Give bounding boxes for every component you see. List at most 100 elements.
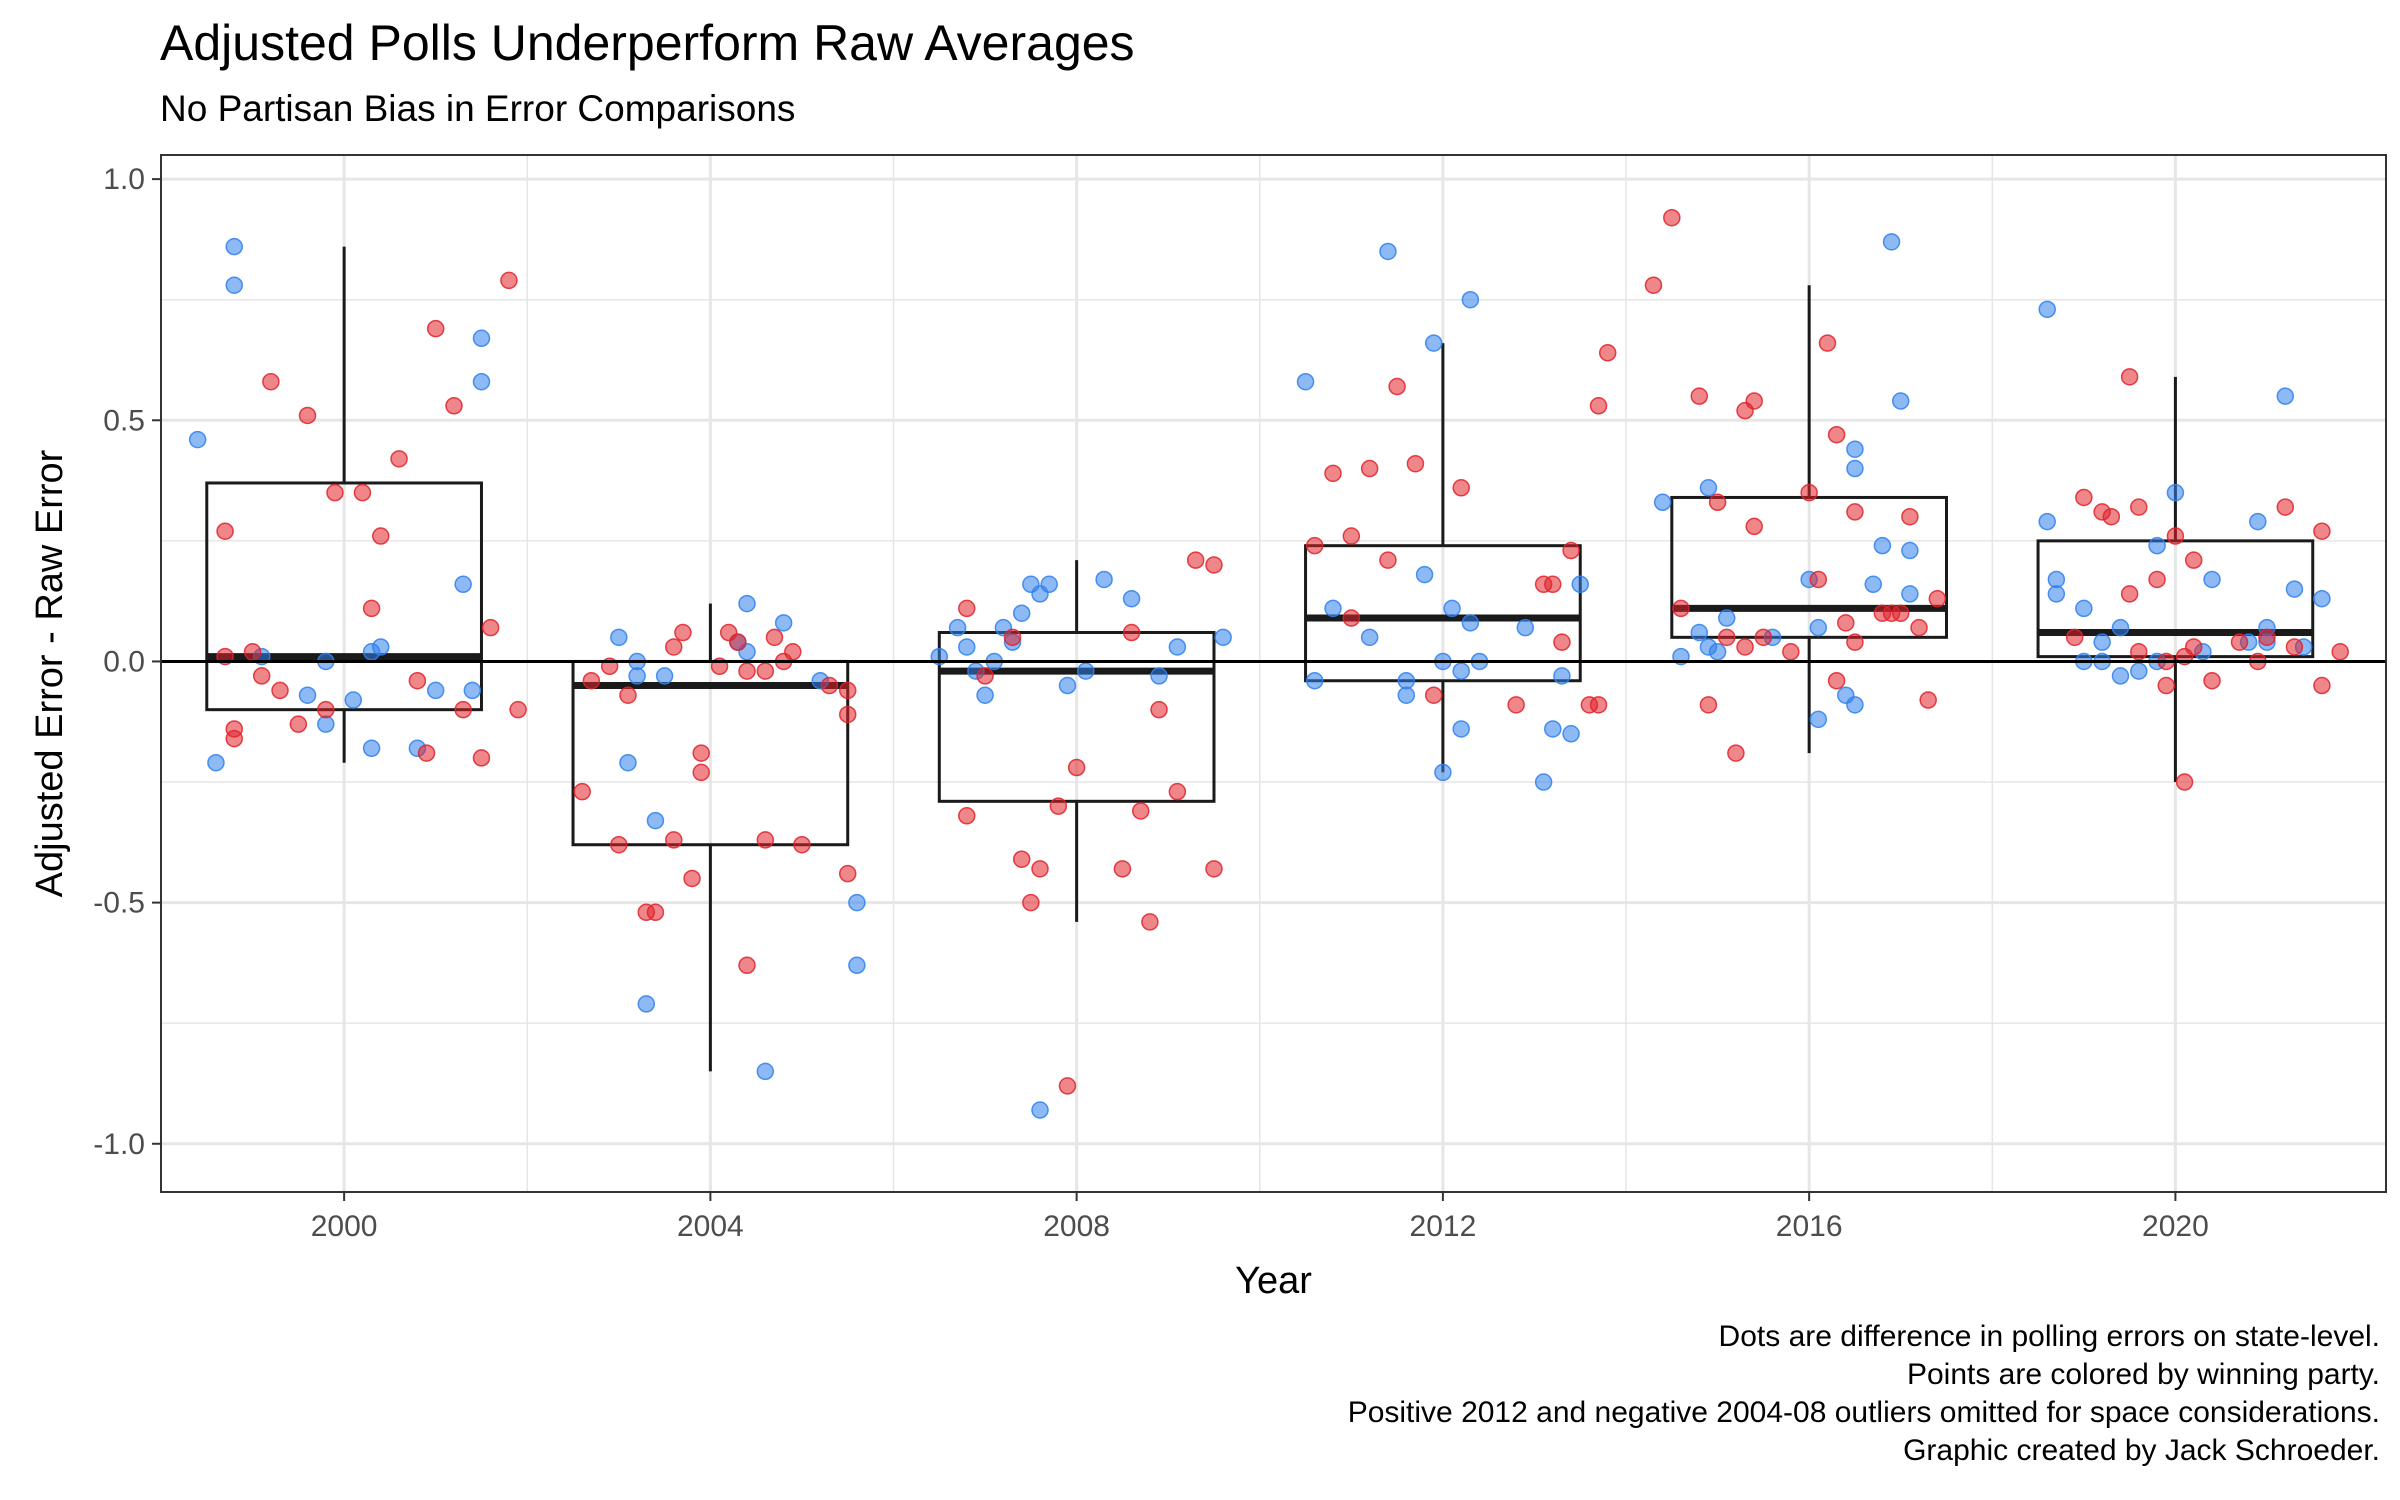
caption-line: Positive 2012 and negative 2004-08 outli…: [1347, 1396, 2380, 1429]
data-point: [784, 643, 802, 661]
data-point: [2148, 570, 2166, 589]
y-tick-label: 0.5: [103, 404, 145, 437]
data-point: [683, 869, 701, 888]
box-iqr: [205, 481, 483, 712]
axes: -1.0 -0.5 0.0 0.5 1.0 2000 2004 2008 2012 2016 202…: [93, 163, 2208, 1243]
data-point: [610, 628, 628, 647]
y-tick-label: -1.0: [93, 1128, 145, 1161]
data-point: [2175, 773, 2194, 791]
data-point: [976, 667, 994, 685]
data-point: [1827, 425, 1846, 444]
data-point: [1012, 604, 1031, 622]
data-point: [445, 397, 463, 415]
data-point: [2166, 527, 2185, 545]
data-point: [2203, 570, 2221, 589]
data-point: [1846, 440, 1864, 458]
data-point: [1131, 802, 1150, 820]
data-point: [1058, 676, 1077, 695]
data-point: [2130, 643, 2148, 661]
data-point: [1782, 643, 1800, 661]
data-point: [1873, 536, 1892, 555]
data-point: [2157, 676, 2175, 695]
data-point: [756, 1062, 775, 1081]
data-point: [2276, 498, 2295, 516]
data-point: [2148, 536, 2166, 555]
data-point: [1864, 575, 1882, 594]
data-point: [252, 667, 271, 685]
data-point: [188, 430, 207, 449]
data-point: [1022, 893, 1040, 912]
data-point: [1168, 638, 1187, 656]
data-point: [1214, 628, 1232, 647]
data-point: [1095, 570, 1113, 589]
data-point: [1846, 633, 1864, 651]
data-point: [2249, 512, 2267, 531]
y-tick-label: 1.0: [103, 163, 145, 196]
data-point: [646, 903, 665, 922]
data-point: [472, 372, 491, 391]
data-point: [2111, 667, 2130, 685]
data-point: [738, 594, 756, 613]
data-point: [1324, 464, 1342, 483]
data-point: [674, 623, 692, 642]
data-point: [1205, 860, 1223, 878]
data-point: [2065, 628, 2084, 647]
data-point: [326, 483, 344, 502]
plot-panel-border: [160, 154, 2387, 1193]
data-point: [2120, 368, 2139, 386]
data-point: [289, 715, 308, 733]
data-point: [1562, 541, 1580, 560]
data-point: [655, 667, 674, 685]
data-point: [838, 681, 857, 700]
data-point: [207, 753, 225, 772]
data-point: [1745, 392, 1763, 410]
data-point: [1727, 744, 1745, 762]
data-point: [958, 599, 976, 618]
data-point: [756, 662, 775, 680]
data-point: [976, 686, 994, 704]
box-iqr: [937, 631, 1216, 803]
data-point: [298, 406, 317, 425]
data-point: [1424, 686, 1443, 704]
data-point: [2258, 628, 2276, 647]
data-point: [2102, 507, 2121, 526]
data-point: [390, 450, 408, 468]
y-tick-label: 0.0: [103, 645, 145, 678]
data-point: [1077, 662, 1095, 680]
data-point: [1699, 479, 1718, 497]
data-point: [1067, 758, 1086, 777]
data-point: [2120, 585, 2139, 603]
data-point: [665, 638, 683, 656]
data-point: [2313, 522, 2331, 540]
data-point: [1919, 691, 1937, 709]
data-point: [262, 372, 280, 391]
y-axis-label: Adjusted Error - Raw Error: [29, 449, 71, 897]
data-point: [756, 831, 775, 849]
data-point: [1891, 392, 1910, 410]
data-point: [1113, 860, 1132, 878]
data-point: [472, 749, 491, 767]
data-point: [1809, 710, 1828, 729]
data-point: [509, 700, 527, 719]
x-axis-label: Year: [1235, 1260, 1312, 1300]
data-point: [1690, 387, 1709, 405]
data-point: [2184, 551, 2203, 569]
data-point: [619, 753, 637, 772]
data-point: [1708, 643, 1727, 661]
data-point: [1507, 696, 1525, 714]
data-point: [628, 667, 646, 685]
data-point: [729, 633, 747, 651]
data-point: [738, 956, 756, 975]
data-point: [2047, 585, 2066, 603]
data-point: [1150, 667, 1168, 685]
chart-subtitle: No Partisan Bias in Error Comparisons: [160, 88, 796, 129]
data-point: [692, 744, 710, 762]
data-point: [1544, 720, 1562, 738]
data-point: [1653, 493, 1672, 512]
data-point: [2203, 671, 2221, 690]
data-point: [1562, 725, 1580, 743]
data-point: [582, 671, 601, 690]
data-point: [1699, 696, 1718, 714]
data-point: [1809, 570, 1828, 589]
chart-caption: Dots are difference in polling errors on…: [1348, 1318, 2380, 1470]
